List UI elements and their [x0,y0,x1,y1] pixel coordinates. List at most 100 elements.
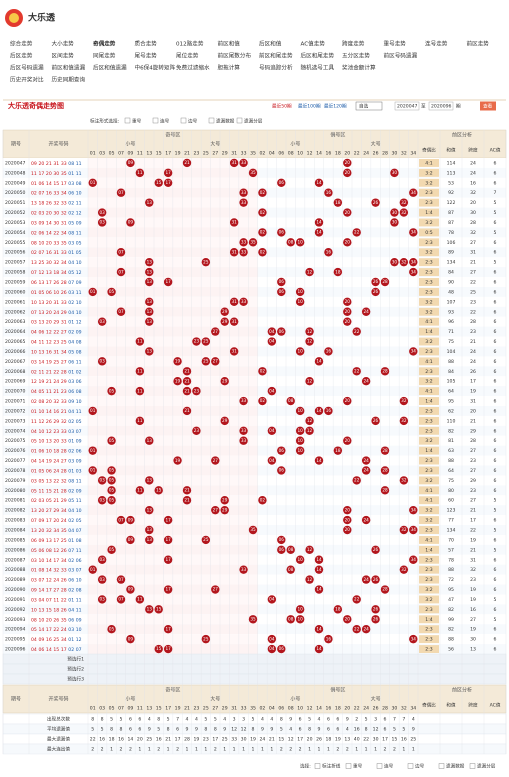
nav-link[interactable]: 同尾走势 [93,52,116,60]
view-button[interactable]: 查看 [483,103,493,110]
nav-link[interactable]: 后区和值 [259,40,282,48]
front-number: 03 [31,359,37,365]
analysis-value: 6 [494,607,497,613]
nav-link[interactable]: 中6保4旋转矩阵 [135,64,176,72]
nav-link[interactable]: 五分区走势 [342,52,370,60]
nav-link[interactable]: 跨度走势 [342,40,365,48]
ball-label: 10 [297,349,303,354]
front-number: 16 [46,637,52,643]
nav-link[interactable]: 连号走势 [425,40,448,48]
ball-label: 21 [184,160,190,165]
front-number: 04 [31,329,37,335]
front-number: 10 [38,557,44,563]
column-label: 17 [165,706,171,712]
column-label: 29 [222,151,228,157]
analysis-value: 75 [448,339,454,345]
nav-link[interactable]: 大小走势 [52,40,75,48]
ball [314,228,324,237]
issue: 2020086 [5,547,26,553]
nav-link[interactable]: 号码追踪分析 [259,64,293,72]
ball-label: 07 [118,269,124,274]
nav-link[interactable]: 尾位走势 [176,52,199,60]
nav-link[interactable]: 历史同期查询 [52,76,86,84]
front-number: 12 [31,379,37,385]
nav-link[interactable]: 012路走势 [176,40,204,48]
ball-label: 25 [203,537,209,542]
checkbox[interactable] [345,763,352,769]
checkbox[interactable] [407,763,414,769]
ball-label: 22 [354,329,360,334]
nav-link[interactable]: 后区号码遗漏 [10,64,44,72]
analysis-value: 6 [494,389,497,395]
nav-link[interactable]: 前区和值 [218,40,241,48]
nav-link[interactable]: 免费过滤缩水 [176,64,210,72]
nav-link[interactable]: AC值走势 [301,40,326,48]
nav-link[interactable]: 前区尾数分布 [218,52,252,60]
nav-link[interactable]: 重号走势 [384,40,407,48]
nav-link[interactable]: 随机选号工具 [301,64,335,72]
front-number: 06 [38,547,44,553]
front-number: 13 [38,319,44,325]
ball-label: 10 [297,607,303,612]
front-number: 10 [38,240,44,246]
nav-link[interactable]: 前区走势 [467,40,490,48]
ball [277,228,286,237]
range-link[interactable]: 最近120期 [324,103,347,110]
front-number: 13 [38,299,44,305]
checkbox[interactable] [469,763,476,769]
nav-link[interactable]: 前区和值遗漏 [52,64,86,72]
checkbox[interactable] [180,117,187,124]
nav-link[interactable]: 区间走势 [52,52,75,60]
column-label: 27 [212,706,218,712]
front-number: 26 [61,577,67,583]
checkbox[interactable] [208,117,215,124]
checkbox[interactable] [376,763,383,769]
ball-label: 20 [345,319,351,324]
back-number: 10 [76,299,82,305]
select[interactable]: 自选 [359,103,369,110]
checkbox[interactable] [236,117,243,124]
checkbox[interactable] [314,763,321,769]
ball [305,267,314,277]
ball-label: 06 [279,180,285,185]
checkbox[interactable] [124,117,131,124]
range-link[interactable]: 最近50期 [272,103,292,110]
stat-value: 25 [410,737,416,743]
to-input[interactable]: 2020096 [431,104,452,110]
ball-label: 03 [99,577,105,582]
front-number: 16 [53,408,59,414]
front-number: 17 [38,170,44,176]
nav-link[interactable]: 后区走势 [10,52,33,60]
ball-label: 34 [411,557,417,562]
ball-label: 01 [90,567,96,572]
nav-link[interactable]: 尾号走势 [135,52,158,60]
nav-link[interactable]: 前区和尾走势 [259,52,293,60]
nav-link[interactable]: 奖池金额计算 [342,64,376,72]
nav-link[interactable]: 后区和尾走势 [301,52,335,60]
stat-value: 12 [288,737,294,743]
front-number: 08 [46,547,52,553]
nav-link[interactable]: 奇偶走势 [93,40,116,48]
ball [163,585,173,594]
ball [324,406,333,416]
nav-link[interactable]: 质合走势 [135,40,158,48]
checkbox[interactable] [438,763,445,769]
range-link[interactable]: 最近100期 [298,103,321,110]
nav-link[interactable]: 综合走势 [10,40,33,48]
nav-link[interactable]: 胆拖计算 [218,64,241,72]
stat-value: 6 [299,717,302,723]
ball-label: 30 [392,259,398,264]
checkbox[interactable] [152,117,159,124]
front-number: 22 [61,597,67,603]
ball [145,267,154,277]
nav-link[interactable]: 历史开奖对比 [10,76,44,84]
column-label: 23 [193,151,199,157]
analysis-value: 13 [470,647,476,653]
ball-label: 33 [241,190,247,195]
nav-link[interactable]: 后区和值遗漏 [93,64,127,72]
ball [361,456,371,465]
ratio-bg [419,585,439,594]
back-number: 07 [76,647,82,653]
nav-link[interactable]: 前区号码遗漏 [384,52,418,60]
from-input[interactable]: 2020047 [397,104,418,110]
